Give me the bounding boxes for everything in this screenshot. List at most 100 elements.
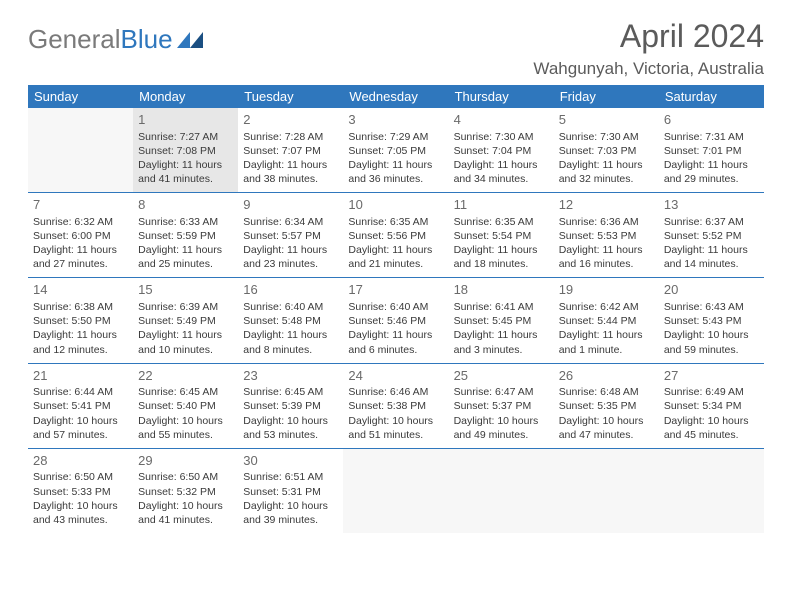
day-number: 22 xyxy=(138,367,233,385)
daylight-text: Daylight: 10 hours and 59 minutes. xyxy=(664,328,759,356)
calendar-cell: 14Sunrise: 6:38 AMSunset: 5:50 PMDayligh… xyxy=(28,278,133,363)
daylight-text: Daylight: 10 hours and 39 minutes. xyxy=(243,499,338,527)
daylight-text: Daylight: 10 hours and 53 minutes. xyxy=(243,414,338,442)
sunset-text: Sunset: 5:38 PM xyxy=(348,399,443,413)
sunset-text: Sunset: 5:59 PM xyxy=(138,229,233,243)
sunrise-text: Sunrise: 6:45 AM xyxy=(243,385,338,399)
sunset-text: Sunset: 5:33 PM xyxy=(33,485,128,499)
daylight-text: Daylight: 11 hours and 27 minutes. xyxy=(33,243,128,271)
day-number: 26 xyxy=(559,367,654,385)
sunrise-text: Sunrise: 6:33 AM xyxy=(138,215,233,229)
sunrise-text: Sunrise: 6:34 AM xyxy=(243,215,338,229)
sunrise-text: Sunrise: 6:40 AM xyxy=(348,300,443,314)
sunset-text: Sunset: 5:34 PM xyxy=(664,399,759,413)
sunset-text: Sunset: 7:07 PM xyxy=(243,144,338,158)
day-number: 10 xyxy=(348,196,443,214)
daylight-text: Daylight: 11 hours and 14 minutes. xyxy=(664,243,759,271)
sunset-text: Sunset: 5:37 PM xyxy=(454,399,549,413)
calendar-cell: 3Sunrise: 7:29 AMSunset: 7:05 PMDaylight… xyxy=(343,108,448,193)
sunset-text: Sunset: 5:35 PM xyxy=(559,399,654,413)
sunrise-text: Sunrise: 6:37 AM xyxy=(664,215,759,229)
day-number: 17 xyxy=(348,281,443,299)
logo-text-b: Blue xyxy=(121,24,173,55)
location: Wahgunyah, Victoria, Australia xyxy=(533,59,764,79)
logo: GeneralBlue xyxy=(28,18,203,55)
day-number: 13 xyxy=(664,196,759,214)
sunset-text: Sunset: 7:01 PM xyxy=(664,144,759,158)
calendar-cell: 28Sunrise: 6:50 AMSunset: 5:33 PMDayligh… xyxy=(28,448,133,533)
calendar-row: 1Sunrise: 7:27 AMSunset: 7:08 PMDaylight… xyxy=(28,108,764,193)
day-number: 1 xyxy=(138,111,233,129)
calendar-cell: 24Sunrise: 6:46 AMSunset: 5:38 PMDayligh… xyxy=(343,363,448,448)
day-number: 28 xyxy=(33,452,128,470)
calendar-cell: 17Sunrise: 6:40 AMSunset: 5:46 PMDayligh… xyxy=(343,278,448,363)
day-number: 19 xyxy=(559,281,654,299)
calendar-cell: 13Sunrise: 6:37 AMSunset: 5:52 PMDayligh… xyxy=(659,193,764,278)
logo-text-a: General xyxy=(28,24,121,55)
weekday-mon: Monday xyxy=(133,85,238,108)
calendar-cell: 8Sunrise: 6:33 AMSunset: 5:59 PMDaylight… xyxy=(133,193,238,278)
calendar-cell: 19Sunrise: 6:42 AMSunset: 5:44 PMDayligh… xyxy=(554,278,659,363)
sunset-text: Sunset: 5:44 PM xyxy=(559,314,654,328)
sunset-text: Sunset: 7:08 PM xyxy=(138,144,233,158)
calendar-cell xyxy=(554,448,659,533)
calendar-cell xyxy=(449,448,554,533)
sunrise-text: Sunrise: 6:51 AM xyxy=(243,470,338,484)
calendar-cell: 4Sunrise: 7:30 AMSunset: 7:04 PMDaylight… xyxy=(449,108,554,193)
sunrise-text: Sunrise: 6:47 AM xyxy=(454,385,549,399)
sunset-text: Sunset: 5:41 PM xyxy=(33,399,128,413)
calendar-cell: 1Sunrise: 7:27 AMSunset: 7:08 PMDaylight… xyxy=(133,108,238,193)
day-number: 27 xyxy=(664,367,759,385)
daylight-text: Daylight: 10 hours and 57 minutes. xyxy=(33,414,128,442)
calendar-cell: 29Sunrise: 6:50 AMSunset: 5:32 PMDayligh… xyxy=(133,448,238,533)
sunrise-text: Sunrise: 7:31 AM xyxy=(664,130,759,144)
calendar-cell: 15Sunrise: 6:39 AMSunset: 5:49 PMDayligh… xyxy=(133,278,238,363)
daylight-text: Daylight: 11 hours and 1 minute. xyxy=(559,328,654,356)
day-number: 7 xyxy=(33,196,128,214)
sunset-text: Sunset: 7:04 PM xyxy=(454,144,549,158)
daylight-text: Daylight: 11 hours and 32 minutes. xyxy=(559,158,654,186)
sunset-text: Sunset: 5:43 PM xyxy=(664,314,759,328)
calendar-cell: 20Sunrise: 6:43 AMSunset: 5:43 PMDayligh… xyxy=(659,278,764,363)
weekday-header-row: Sunday Monday Tuesday Wednesday Thursday… xyxy=(28,85,764,108)
calendar-cell: 26Sunrise: 6:48 AMSunset: 5:35 PMDayligh… xyxy=(554,363,659,448)
calendar-cell: 10Sunrise: 6:35 AMSunset: 5:56 PMDayligh… xyxy=(343,193,448,278)
day-number: 23 xyxy=(243,367,338,385)
logo-icon xyxy=(177,24,203,55)
day-number: 5 xyxy=(559,111,654,129)
calendar-cell: 2Sunrise: 7:28 AMSunset: 7:07 PMDaylight… xyxy=(238,108,343,193)
day-number: 2 xyxy=(243,111,338,129)
day-number: 6 xyxy=(664,111,759,129)
daylight-text: Daylight: 11 hours and 23 minutes. xyxy=(243,243,338,271)
day-number: 16 xyxy=(243,281,338,299)
day-number: 11 xyxy=(454,196,549,214)
daylight-text: Daylight: 10 hours and 43 minutes. xyxy=(33,499,128,527)
sunrise-text: Sunrise: 7:29 AM xyxy=(348,130,443,144)
weekday-sat: Saturday xyxy=(659,85,764,108)
sunset-text: Sunset: 5:56 PM xyxy=(348,229,443,243)
sunset-text: Sunset: 5:53 PM xyxy=(559,229,654,243)
day-number: 3 xyxy=(348,111,443,129)
sunrise-text: Sunrise: 6:41 AM xyxy=(454,300,549,314)
month-title: April 2024 xyxy=(533,18,764,55)
daylight-text: Daylight: 11 hours and 38 minutes. xyxy=(243,158,338,186)
sunset-text: Sunset: 6:00 PM xyxy=(33,229,128,243)
calendar-cell xyxy=(343,448,448,533)
sunrise-text: Sunrise: 6:44 AM xyxy=(33,385,128,399)
sunrise-text: Sunrise: 6:50 AM xyxy=(33,470,128,484)
sunrise-text: Sunrise: 6:38 AM xyxy=(33,300,128,314)
sunset-text: Sunset: 5:54 PM xyxy=(454,229,549,243)
weekday-sun: Sunday xyxy=(28,85,133,108)
weekday-tue: Tuesday xyxy=(238,85,343,108)
day-number: 4 xyxy=(454,111,549,129)
calendar-cell: 7Sunrise: 6:32 AMSunset: 6:00 PMDaylight… xyxy=(28,193,133,278)
sunset-text: Sunset: 5:48 PM xyxy=(243,314,338,328)
daylight-text: Daylight: 11 hours and 18 minutes. xyxy=(454,243,549,271)
daylight-text: Daylight: 11 hours and 12 minutes. xyxy=(33,328,128,356)
sunset-text: Sunset: 7:03 PM xyxy=(559,144,654,158)
daylight-text: Daylight: 11 hours and 36 minutes. xyxy=(348,158,443,186)
day-number: 30 xyxy=(243,452,338,470)
sunrise-text: Sunrise: 6:43 AM xyxy=(664,300,759,314)
daylight-text: Daylight: 10 hours and 41 minutes. xyxy=(138,499,233,527)
calendar-cell: 25Sunrise: 6:47 AMSunset: 5:37 PMDayligh… xyxy=(449,363,554,448)
